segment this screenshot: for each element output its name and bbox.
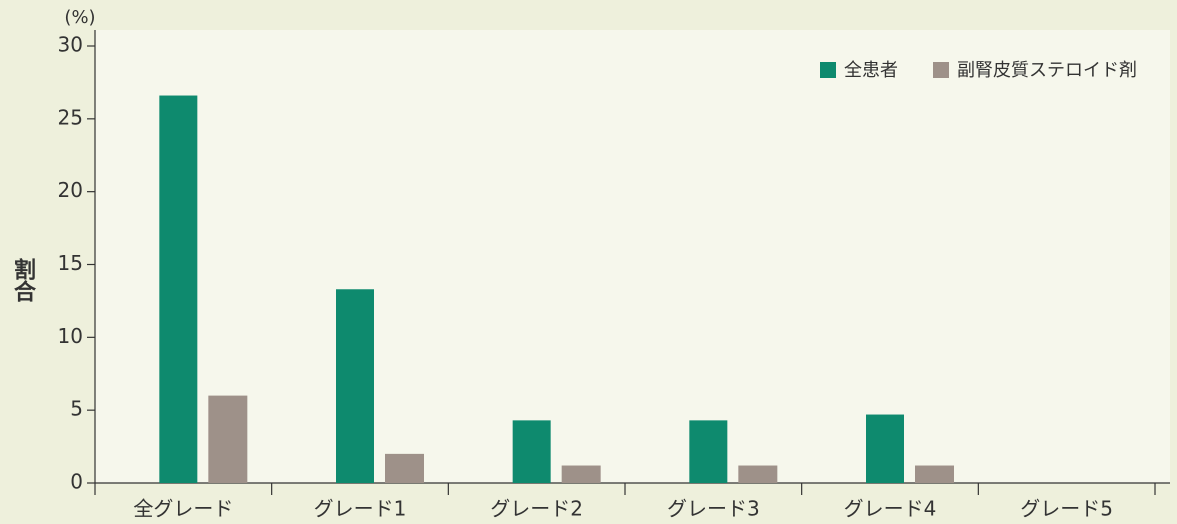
legend-swatch [933,62,949,78]
x-tick-label: グレード2 [490,497,583,521]
bar [159,95,198,483]
bar [512,420,551,483]
y-tick-label: 10 [58,324,83,348]
y-tick-label: 25 [58,105,83,129]
legend-label: 副腎皮質ステロイド剤 [957,60,1137,81]
bar [561,465,601,483]
bar [866,414,904,483]
legend-swatch [820,62,836,78]
y-tick-label: 20 [58,178,83,202]
bar [689,420,728,483]
x-tick-label: グレード1 [314,497,407,521]
x-tick-label: グレード5 [1020,497,1113,521]
y-axis-label: 割合 [10,257,36,302]
bar [915,465,954,483]
bar [385,453,424,483]
legend-label: 全患者 [844,60,898,81]
x-tick-label: 全グレード [133,497,233,521]
y-unit: (%) [64,7,95,28]
bar [738,465,778,483]
x-tick-label: グレード4 [844,497,937,521]
y-tick-label: 30 [58,33,83,57]
x-tick-label: グレード3 [667,497,760,521]
bar [336,289,374,483]
y-tick-label: 0 [70,470,83,494]
plot-area [95,30,1170,483]
y-tick-label: 15 [58,251,83,275]
bar [208,395,248,483]
y-tick-label: 5 [70,397,83,421]
